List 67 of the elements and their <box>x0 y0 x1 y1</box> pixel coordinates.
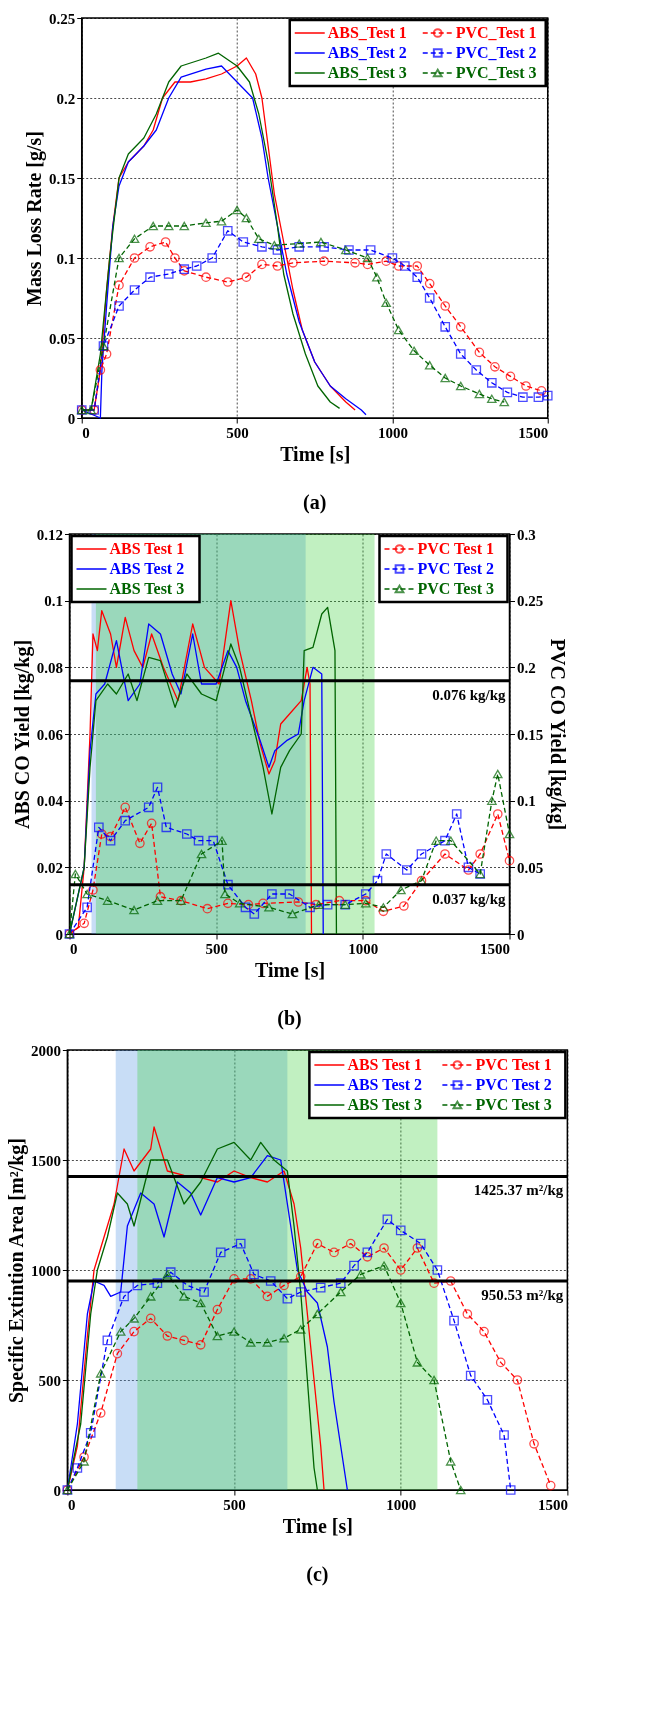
legend-label: PVC Test 1 <box>475 1056 552 1073</box>
ref-line-label: 0.037 kg/kg <box>432 890 506 907</box>
legend-label: PVC Test 2 <box>475 1076 552 1093</box>
legend-label: PVC Test 3 <box>417 580 494 597</box>
legend-label: ABS_Test 1 <box>327 24 407 41</box>
y-tick-label: 1000 <box>30 1262 61 1279</box>
y-tick-label: 0.04 <box>36 793 64 810</box>
x-tick-label: 1500 <box>480 940 510 957</box>
legend-label: PVC Test 1 <box>417 540 494 557</box>
legend-label: ABS Test 3 <box>109 580 185 597</box>
y-tick-label: 0.12 <box>36 526 63 543</box>
x-tick-label: 0 <box>82 424 90 441</box>
x-tick-label: 500 <box>226 424 249 441</box>
text: (a) <box>303 491 327 514</box>
y2-tick-label: 0.3 <box>517 526 536 543</box>
y-tick-label: 0.2 <box>56 90 76 107</box>
x-axis-title: Time [s] <box>280 442 351 465</box>
y-tick-label: 1500 <box>30 1152 61 1169</box>
y-tick-label: 0.05 <box>48 330 76 347</box>
y-tick-label: 0 <box>67 410 76 427</box>
x-tick-label: 1500 <box>518 424 549 441</box>
legend-label: ABS Test 2 <box>347 1076 423 1093</box>
ref-line-label: 0.076 kg/kg <box>432 686 506 703</box>
y-axis-title: Specific Extintion Area [m²/kg] <box>4 1137 28 1404</box>
text: (c) <box>306 1563 329 1586</box>
x-tick-label: 500 <box>223 1496 246 1513</box>
y-tick-label: 0.06 <box>36 726 64 743</box>
y-tick-label: 0.1 <box>56 250 76 267</box>
y-tick-label: 0.25 <box>48 10 76 27</box>
ref-line-label: 1425.37 m²/kg <box>473 1182 564 1199</box>
legend-label: ABS_Test 2 <box>327 44 407 61</box>
y2-tick-label: 0 <box>517 926 525 943</box>
legend-label: PVC_Test 2 <box>455 44 537 61</box>
y2-tick-label: 0.05 <box>517 859 544 876</box>
legend-label: PVC Test 2 <box>417 560 494 577</box>
y-tick-label: 0.1 <box>44 593 63 610</box>
y-axis-title: ABS CO Yield [kg/kg] <box>10 639 34 830</box>
y2-tick-label: 0.2 <box>517 659 536 676</box>
y-tick-label: 0.02 <box>36 859 63 876</box>
x-tick-label: 1000 <box>386 1496 417 1513</box>
x-axis-title: Time [s] <box>254 958 326 981</box>
y-tick-label: 500 <box>38 1372 61 1389</box>
legend-label: PVC_Test 3 <box>455 64 537 81</box>
y-tick-label: 2000 <box>30 1042 61 1059</box>
x-tick-label: 1000 <box>377 424 408 441</box>
y2-tick-label: 0.1 <box>517 793 536 810</box>
legend-label: ABS Test 1 <box>347 1056 423 1073</box>
x-axis-title: Time [s] <box>282 1514 353 1537</box>
legend-label: PVC Test 3 <box>475 1096 552 1113</box>
ref-line-label: 950.53 m²/kg <box>481 1286 564 1303</box>
text: (b) <box>277 1007 302 1030</box>
y-tick-label: 0.15 <box>48 170 76 187</box>
x-tick-label: 1000 <box>348 940 379 957</box>
legend-label: ABS Test 3 <box>347 1096 423 1113</box>
legend-label: ABS Test 1 <box>109 540 185 557</box>
y-tick-label: 0 <box>55 926 63 943</box>
y-tick-label: 0.08 <box>36 659 63 676</box>
x-tick-label: 1500 <box>537 1496 568 1513</box>
y2-axis-title: PVC CO Yield [kg/kg] <box>546 638 570 831</box>
y2-tick-label: 0.15 <box>517 726 544 743</box>
y-tick-label: 0 <box>53 1482 61 1499</box>
x-tick-label: 500 <box>205 940 228 957</box>
legend-label: ABS_Test 3 <box>327 64 407 81</box>
legend-label: ABS Test 2 <box>109 560 185 577</box>
y-axis-title: Mass Loss Rate [g/s] <box>22 131 46 306</box>
y2-tick-label: 0.25 <box>517 593 544 610</box>
legend-label: PVC_Test 1 <box>455 24 537 41</box>
